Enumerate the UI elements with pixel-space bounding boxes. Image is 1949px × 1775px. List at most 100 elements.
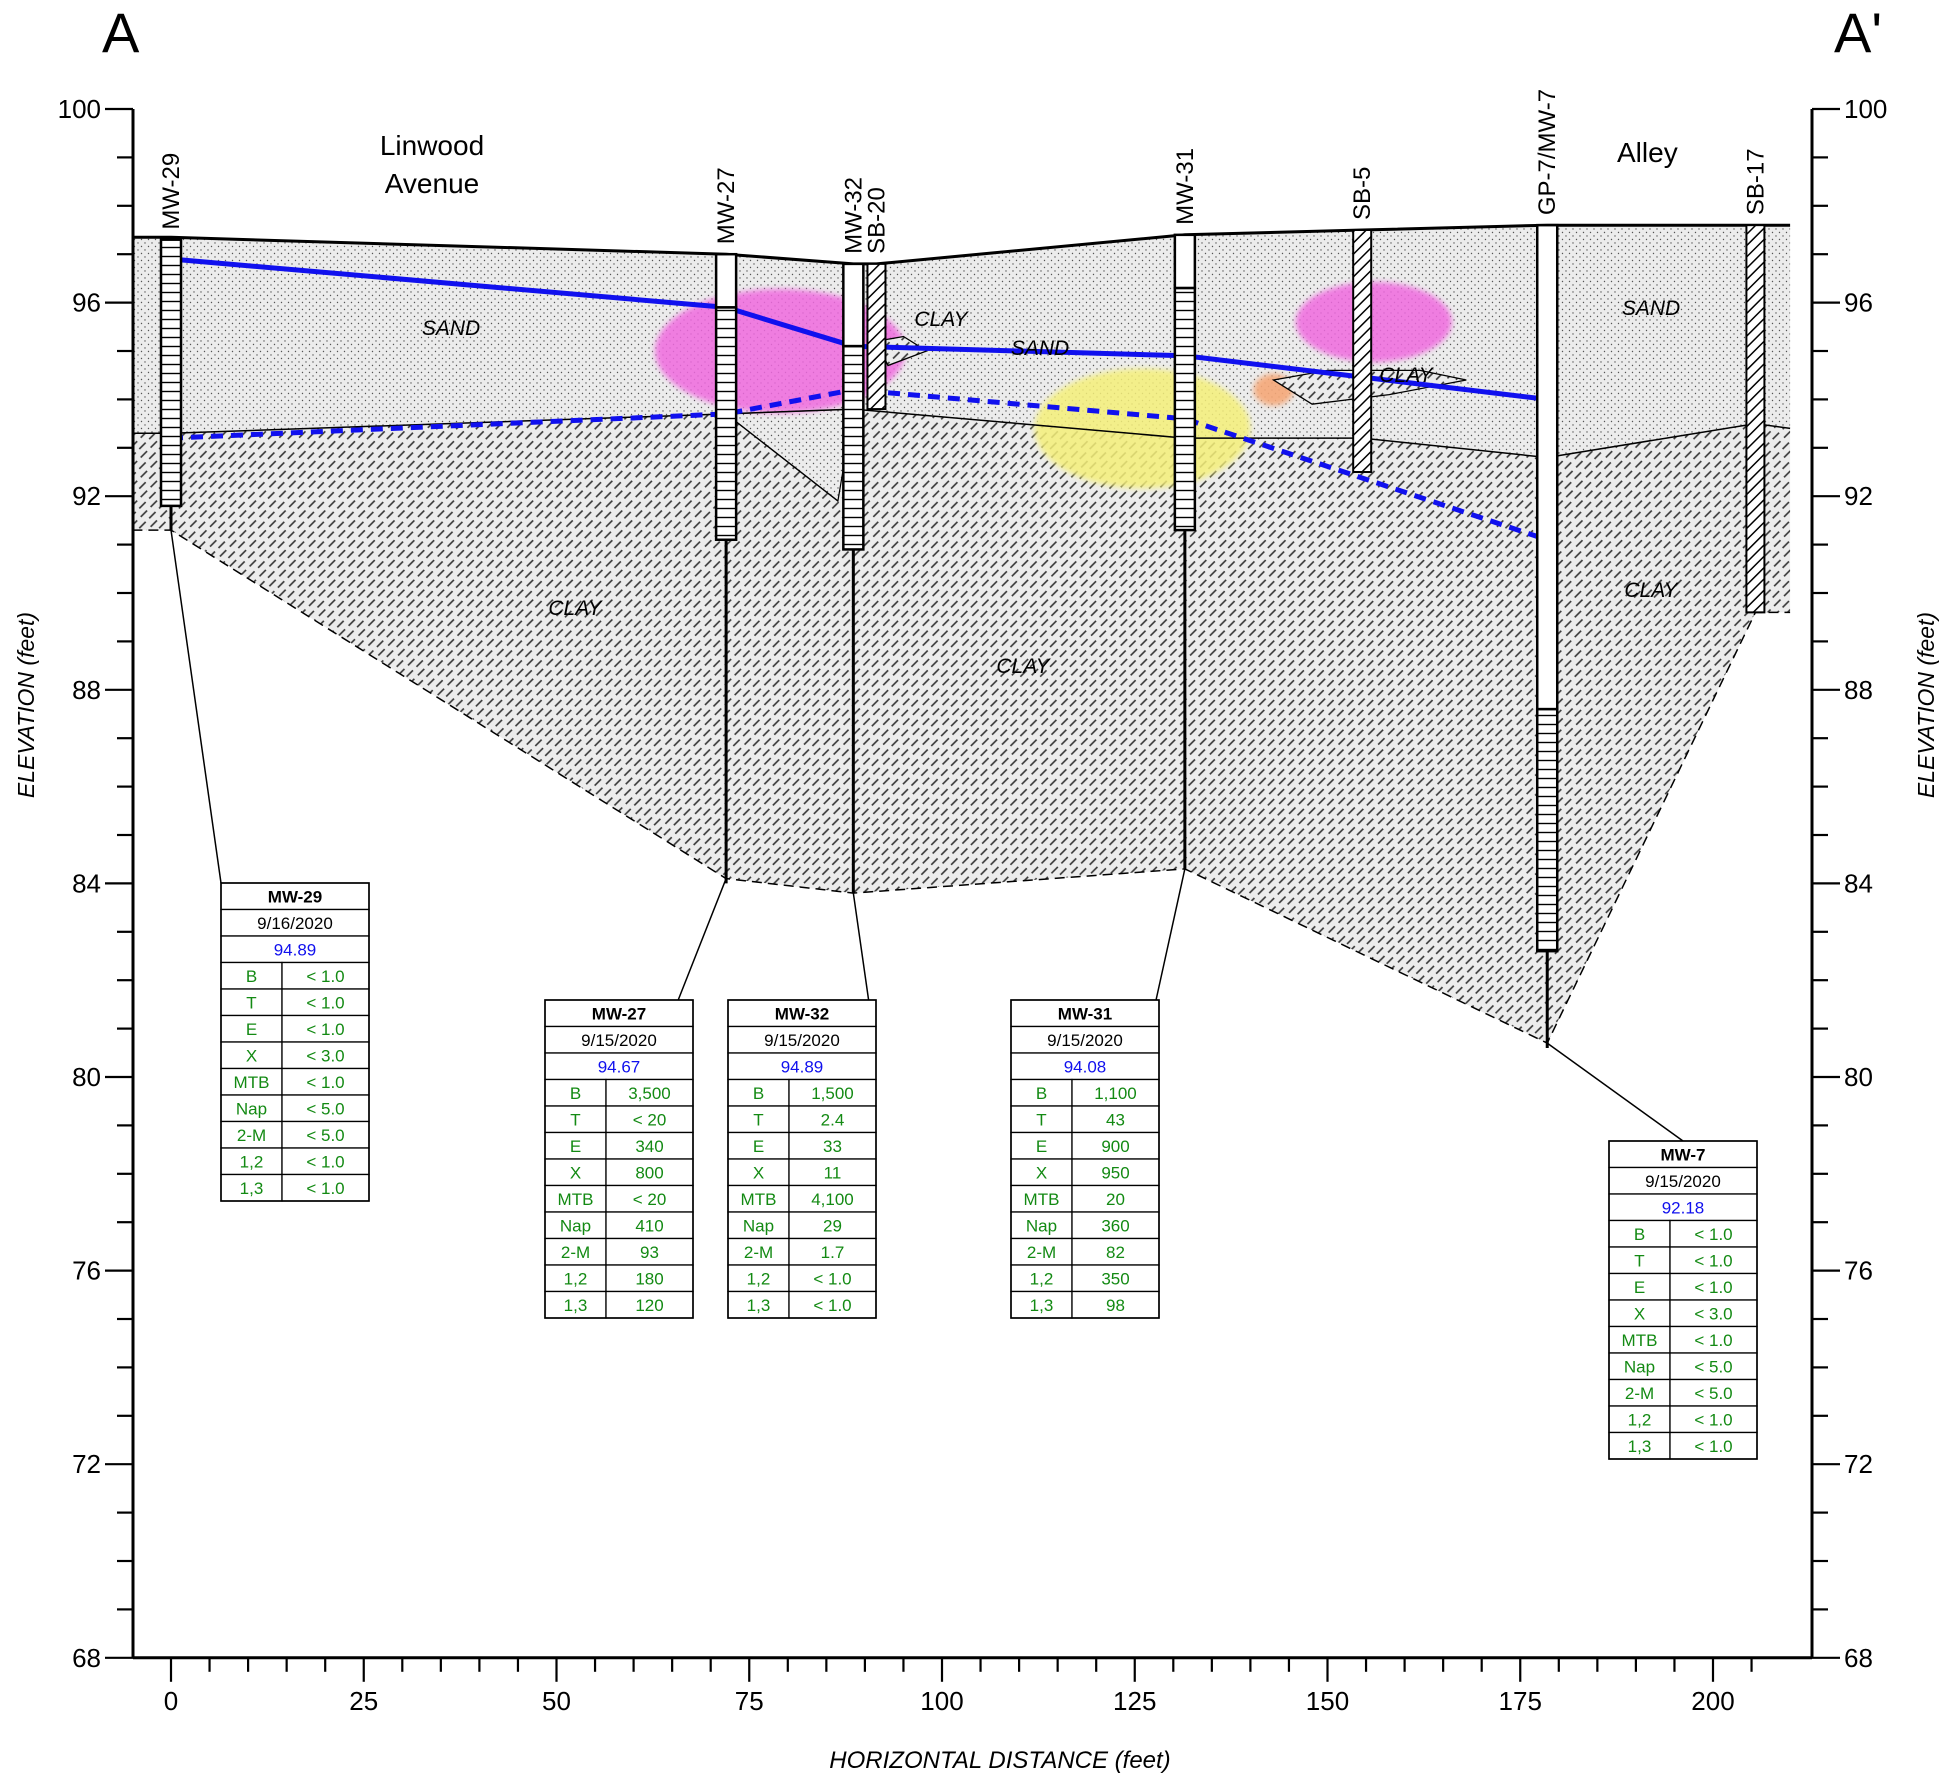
clay-label: CLAY — [548, 597, 603, 620]
boring-sb-20 — [866, 262, 887, 411]
table-analyte: MTB — [1622, 1331, 1658, 1350]
table-gw-elevation: 94.89 — [274, 941, 317, 960]
y-axis-title-right: ELEVATION (feet) — [1913, 612, 1939, 798]
table-value-cell — [1071, 1131, 1160, 1160]
y-tick-label-left: 80 — [72, 1062, 101, 1092]
table-well-name: MW-7 — [1661, 1146, 1706, 1165]
table-analyte: B — [570, 1084, 581, 1103]
table-well-name: MW-32 — [775, 1005, 829, 1024]
table-value: < 1.0 — [1694, 1411, 1732, 1430]
x-tick-label: 75 — [735, 1686, 764, 1716]
table-border — [544, 999, 694, 1319]
street-label-line: Linwood — [380, 130, 484, 161]
table-analyte-cell — [727, 1290, 790, 1319]
table-value-cell — [1669, 1378, 1758, 1407]
table-value: < 20 — [633, 1111, 667, 1130]
table-value-cell — [1071, 1290, 1160, 1319]
table-analyte: Nap — [1624, 1358, 1655, 1377]
table-value: 2.4 — [821, 1111, 845, 1130]
table-analyte: B — [246, 967, 257, 986]
table-value: 950 — [1101, 1164, 1129, 1183]
table-gw-elevation: 94.08 — [1064, 1058, 1107, 1077]
table-value-cell — [1669, 1325, 1758, 1354]
table-value: 1.7 — [821, 1243, 845, 1262]
y-tick-label-right: 92 — [1844, 481, 1873, 511]
table-value: < 1.0 — [1694, 1225, 1732, 1244]
wedge-contact — [725, 413, 839, 502]
table-value-cell — [788, 1211, 877, 1240]
y-tick-label-left: 76 — [72, 1256, 101, 1286]
table-analyte-cell — [727, 1264, 790, 1293]
table-value-cell — [1669, 1299, 1758, 1328]
table-value: 43 — [1106, 1111, 1125, 1130]
y-tick-label-left: 84 — [72, 868, 101, 898]
table-value-cell — [281, 1147, 370, 1176]
table-analyte: T — [1634, 1252, 1644, 1271]
table-border — [727, 999, 877, 1319]
result-table-mw-7: MW-7 9/15/2020 92.18 B < 1.0 T < 1.0 E < 1.0 X < 3… — [1608, 1140, 1758, 1460]
table-header-cell — [1010, 1025, 1160, 1054]
x-tick-label: 175 — [1499, 1686, 1542, 1716]
table-value-cell — [788, 1290, 877, 1319]
table-value: 410 — [635, 1217, 663, 1236]
table-value: < 1.0 — [306, 1073, 344, 1092]
street-label-line: Avenue — [385, 168, 479, 199]
boring-label-sb-5: SB-5 — [1349, 167, 1376, 220]
table-gw-elevation: 94.89 — [781, 1058, 824, 1077]
section-end-label: A' — [1834, 1, 1882, 64]
clay-label: CLAY — [1379, 364, 1434, 387]
table-value-cell — [1669, 1352, 1758, 1381]
table-well-name: MW-27 — [592, 1005, 646, 1024]
table-border — [220, 882, 370, 1202]
table-date: 9/15/2020 — [1047, 1031, 1123, 1050]
table-value: < 1.0 — [813, 1296, 851, 1315]
y-tick-label-left: 92 — [72, 481, 101, 511]
alley-label: Alley — [1617, 137, 1678, 168]
table-analyte: Nap — [743, 1217, 774, 1236]
table-well-name: MW-31 — [1058, 1005, 1112, 1024]
table-value: < 20 — [633, 1190, 667, 1209]
table-value-cell — [605, 1131, 694, 1160]
table-value: < 5.0 — [1694, 1384, 1732, 1403]
table-analyte: B — [1036, 1084, 1047, 1103]
table-analyte: 1,3 — [240, 1179, 264, 1198]
table-analyte: 1,3 — [1628, 1437, 1652, 1456]
result-table-mw-27: MW-27 9/15/2020 94.67 B 3,500 T < 20 E 340 X 800 MT… — [544, 999, 694, 1319]
clay-label: CLAY — [996, 655, 1051, 678]
table-analyte: 1,2 — [1030, 1270, 1054, 1289]
clay-label: CLAY — [1624, 579, 1679, 602]
table-value-cell — [788, 1264, 877, 1293]
table-analyte-cell — [1608, 1431, 1671, 1460]
x-tick-label: 100 — [920, 1686, 963, 1716]
table-analyte: E — [1634, 1278, 1645, 1297]
table-analyte-cell — [544, 1211, 607, 1240]
table-value: < 1.0 — [306, 967, 344, 986]
table-gw-elevation: 92.18 — [1662, 1199, 1705, 1218]
y-tick-label-left: 100 — [58, 94, 101, 124]
x-tick-label: 150 — [1306, 1686, 1349, 1716]
table-analyte-cell — [1608, 1246, 1671, 1275]
table-analyte-cell — [1010, 1158, 1073, 1187]
section-start-label: A — [102, 1, 140, 64]
leader-line — [852, 892, 870, 1001]
y-tick-label-right: 68 — [1844, 1643, 1873, 1673]
y-tick-label-right: 80 — [1844, 1062, 1873, 1092]
clay-fill — [132, 409, 1791, 1044]
table-value-cell — [281, 1041, 370, 1070]
boring-label-gp-7-mw-7: GP-7/MW-7 — [1534, 89, 1561, 215]
axes: 100 100 96 96 92 92 88 88 84 84 80 80 76 76 72 72 68 68 0 2… — [58, 94, 1888, 1716]
boring-sb-17 — [1745, 224, 1766, 614]
table-value: 800 — [635, 1164, 663, 1183]
table-analyte: T — [753, 1111, 763, 1130]
table-value: 20 — [1106, 1190, 1125, 1209]
y-tick-label-left: 96 — [72, 288, 101, 318]
table-analyte: 2-M — [1027, 1243, 1056, 1262]
table-value: < 1.0 — [306, 994, 344, 1013]
boring-label-sb-17: SB-17 — [1742, 148, 1769, 215]
table-value: 1,100 — [1094, 1084, 1137, 1103]
table-value-cell — [1071, 1264, 1160, 1293]
x-tick-label: 25 — [349, 1686, 378, 1716]
table-value-cell — [281, 1120, 370, 1149]
